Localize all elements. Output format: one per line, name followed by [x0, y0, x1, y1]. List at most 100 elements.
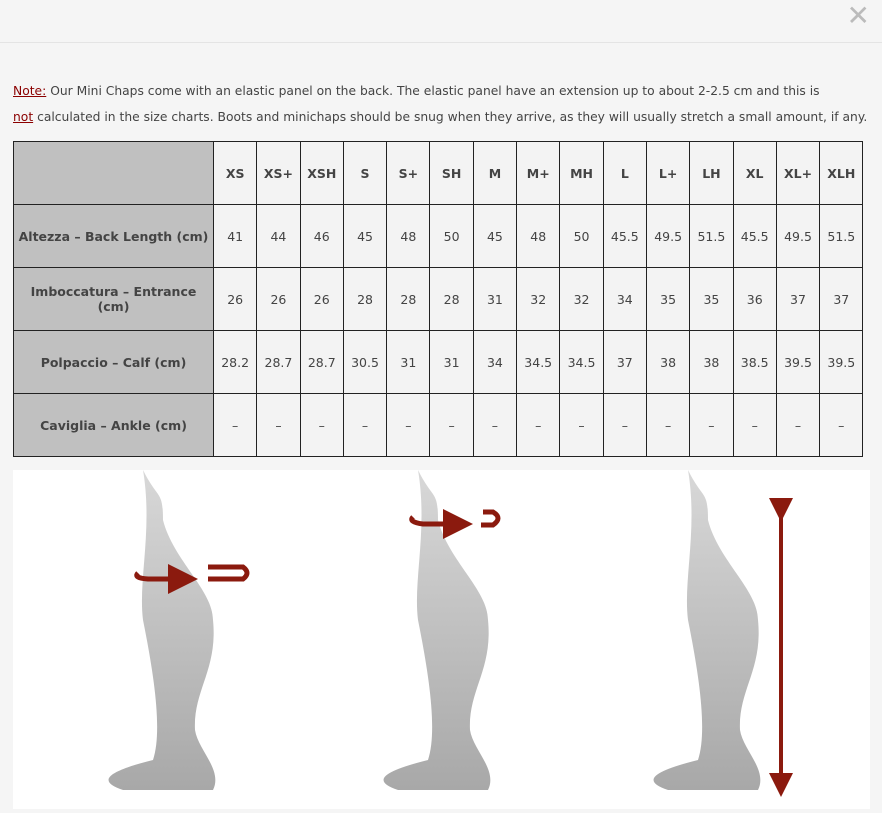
table-cell: 26: [212, 267, 258, 331]
table-cell: 28.7: [299, 330, 344, 394]
table-cell: 39.5: [775, 330, 821, 394]
size-header: XS+: [256, 141, 301, 205]
table-cell: 28: [342, 267, 388, 331]
table-cell: 28: [429, 267, 474, 331]
table-cell: –: [602, 393, 647, 457]
modal-header: ✕: [0, 0, 882, 43]
size-header: L: [602, 141, 647, 205]
table-cell: 37: [819, 267, 864, 331]
table-cell: 28.7: [256, 330, 301, 394]
table-cell: 35: [645, 267, 691, 331]
table-cell: 51.5: [819, 204, 864, 268]
table-cell: 34.5: [516, 330, 561, 394]
table-cell: 31: [472, 267, 518, 331]
note-text-1: Our Mini Chaps come with an elastic pane…: [50, 84, 820, 98]
table-cell: 44: [256, 204, 301, 268]
table-cell: –: [212, 393, 258, 457]
table-row: Polpaccio – Calf (cm) 28.2 28.7 28.7 30.5 31 3…: [13, 330, 864, 394]
table-cell: 38.5: [732, 330, 777, 394]
table-cell: 45: [342, 204, 388, 268]
row-label: Polpaccio – Calf (cm): [13, 330, 214, 394]
table-row: Altezza – Back Length (cm) 41 44 46 45 48 50 45…: [13, 204, 864, 268]
table-cell: 45.5: [732, 204, 777, 268]
table-cell: 38: [689, 330, 734, 394]
table-cell: 50: [429, 204, 474, 268]
table-cell: 50: [559, 204, 604, 268]
row-label: Imboccatura – Entrance (cm): [13, 267, 214, 331]
table-cell: 28: [386, 267, 431, 331]
table-cell: 46: [299, 204, 344, 268]
table-cell: 32: [516, 267, 561, 331]
table-cell: 45.5: [602, 204, 647, 268]
note-not: not: [13, 110, 34, 124]
size-header: SH: [429, 141, 474, 205]
size-note: Note: Our Mini Chaps come with an elasti…: [13, 78, 873, 130]
legs-svg: [108, 470, 793, 797]
table-cell: 39.5: [819, 330, 864, 394]
table-cell: 37: [602, 330, 647, 394]
table-cell: –: [559, 393, 604, 457]
size-header: S: [342, 141, 388, 205]
table-cell: 34: [602, 267, 647, 331]
size-header: XSH: [299, 141, 344, 205]
size-header: XS: [212, 141, 258, 205]
row-label: Altezza – Back Length (cm): [13, 204, 214, 268]
size-header: S+: [386, 141, 431, 205]
note-text-2: calculated in the size charts. Boots and…: [37, 110, 868, 124]
table-cell: 36: [732, 267, 777, 331]
table-cell: 34: [472, 330, 518, 394]
table-cell: 28.2: [212, 330, 258, 394]
leg-calf: [108, 470, 250, 790]
close-icon[interactable]: ✕: [846, 0, 870, 32]
table-cell: 34.5: [559, 330, 604, 394]
size-header: XLH: [819, 141, 864, 205]
table-cell: –: [732, 393, 777, 457]
table-cell: 49.5: [775, 204, 821, 268]
table-cell: 51.5: [689, 204, 734, 268]
table-row: Caviglia – Ankle (cm) – – – – – – – – – – – – – – –: [13, 393, 864, 457]
table-cell: –: [689, 393, 734, 457]
size-header: XL: [732, 141, 777, 205]
table-cell: 35: [689, 267, 734, 331]
table-cell: –: [516, 393, 561, 457]
table-cell: –: [299, 393, 344, 457]
size-header: L+: [645, 141, 691, 205]
measurement-illustrations: [13, 470, 870, 809]
leg-back-length: [653, 470, 793, 797]
table-cell: 45: [472, 204, 518, 268]
table-cell: 32: [559, 267, 604, 331]
table-cell: –: [819, 393, 864, 457]
table-header-row: XS XS+ XSH S S+ SH M M+ MH L L+ LH XL XL+ XLH: [13, 141, 864, 205]
table-cell: –: [472, 393, 518, 457]
table-cell: 37: [775, 267, 821, 331]
table-cell: –: [429, 393, 474, 457]
leg-entrance: [383, 470, 501, 790]
table-cell: –: [256, 393, 301, 457]
table-cell: –: [775, 393, 821, 457]
table-cell: 48: [386, 204, 431, 268]
table-cell: 26: [299, 267, 344, 331]
table-cell: 30.5: [342, 330, 388, 394]
size-header: XL+: [775, 141, 821, 205]
size-header: MH: [559, 141, 604, 205]
size-header: LH: [689, 141, 734, 205]
table-cell: 31: [386, 330, 431, 394]
table-cell: 48: [516, 204, 561, 268]
table-cell: 41: [212, 204, 258, 268]
table-cell: 38: [645, 330, 691, 394]
size-chart-table: XS XS+ XSH S S+ SH M M+ MH L L+ LH XL XL+ XLH Altezza –…: [13, 141, 864, 457]
table-cell: –: [342, 393, 388, 457]
entrance-arrow-icon: [409, 509, 473, 539]
note-label: Note:: [13, 84, 47, 98]
table-cell: 49.5: [645, 204, 691, 268]
header-corner: [13, 141, 214, 205]
calf-arrow-icon: [134, 564, 198, 594]
table-cell: –: [645, 393, 691, 457]
row-label: Caviglia – Ankle (cm): [13, 393, 214, 457]
size-header: M+: [516, 141, 561, 205]
size-header: M: [472, 141, 518, 205]
table-row: Imboccatura – Entrance (cm) 26 26 26 28 28 28 3…: [13, 267, 864, 331]
table-cell: 31: [429, 330, 474, 394]
table-cell: 26: [256, 267, 301, 331]
table-cell: –: [386, 393, 431, 457]
